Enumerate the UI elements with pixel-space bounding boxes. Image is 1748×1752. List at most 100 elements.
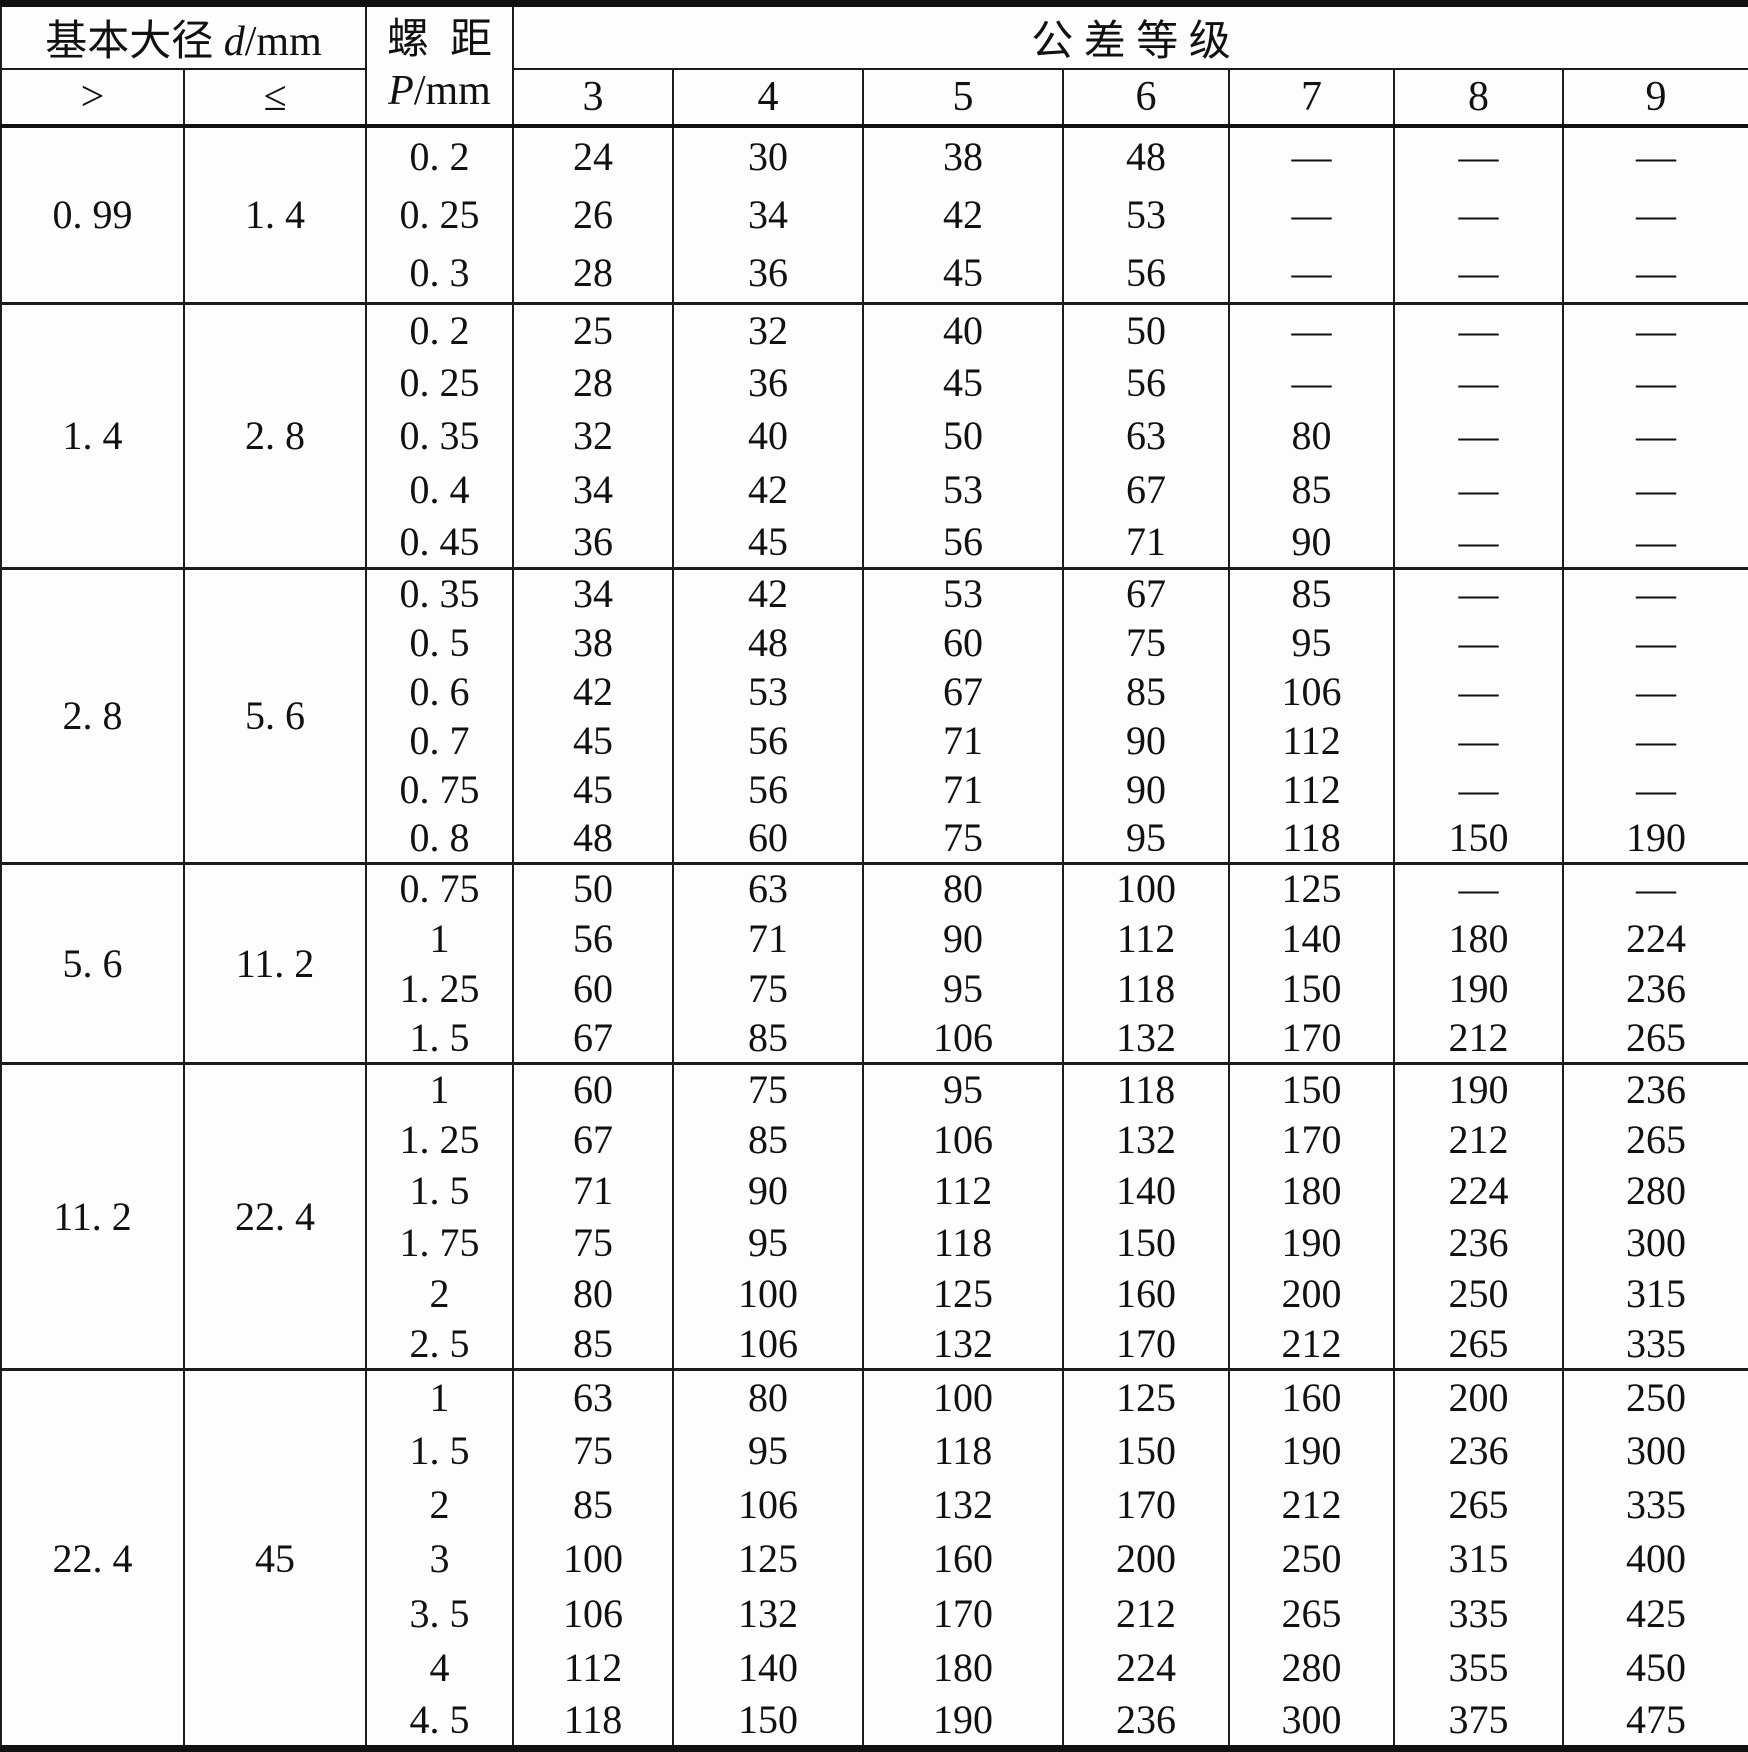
grade-value-cell: 45: [672, 515, 864, 569]
grade-value-cell: 125: [1062, 1368, 1230, 1424]
grade-value-cell: 56: [1062, 244, 1230, 304]
grade-value-cell: 236: [1561, 963, 1748, 1014]
basic-diameter-header: 基本大径 d/mm: [0, 3, 367, 70]
pitch-row: 1. 25 67 85 106 132 170 212 265: [1, 1114, 1748, 1166]
grade-value-cell: —: [1561, 861, 1748, 914]
grade-value-cell: —: [1393, 764, 1564, 814]
grade-value-cell: 28: [512, 356, 674, 410]
pitch-unit: /mm: [413, 67, 491, 114]
grade-value-cell: 50: [512, 861, 674, 914]
grade-value-cell: 36: [512, 515, 674, 569]
grade-value-cell: 170: [1228, 1013, 1395, 1064]
diameter-le-cell: 11. 2: [183, 861, 367, 1064]
grade-value-cell: —: [1393, 567, 1564, 618]
grade-value-cell: 45: [512, 764, 674, 814]
grade-value-cell: 150: [1228, 1061, 1395, 1115]
pitch-symbol: P: [388, 67, 414, 114]
grade-value-cell: 280: [1228, 1640, 1395, 1695]
grade-value-cell: 112: [512, 1640, 674, 1695]
pitch-cell: 1. 5: [365, 1423, 514, 1478]
grade-3-header: 3: [512, 69, 674, 128]
grade-value-cell: 106: [1228, 666, 1395, 716]
grade-value-cell: 95: [672, 1423, 864, 1478]
grade-value-cell: 75: [672, 963, 864, 1014]
diameter-le-cell: 1. 4: [183, 124, 367, 304]
diameter-gt-cell: 11. 2: [0, 1061, 185, 1370]
grade-value-cell: 63: [512, 1368, 674, 1424]
grade-value-cell: 36: [672, 244, 864, 304]
grade-value-cell: 42: [512, 666, 674, 716]
grade-value-cell: 150: [672, 1694, 864, 1749]
grade-value-cell: —: [1393, 244, 1564, 304]
grade-value-cell: 40: [672, 409, 864, 463]
pitch-row: 3. 5 106 132 170 212 265 335 425: [1, 1586, 1748, 1641]
grade-value-cell: 95: [862, 963, 1064, 1014]
grade-value-cell: 71: [862, 715, 1064, 765]
grade-value-cell: 150: [1228, 963, 1395, 1014]
grade-value-cell: 236: [1561, 1061, 1748, 1115]
grade-value-cell: 118: [862, 1216, 1064, 1268]
grade-value-cell: 118: [512, 1694, 674, 1749]
grade-value-cell: 85: [1228, 462, 1395, 516]
grade-value-cell: 212: [1228, 1318, 1395, 1370]
header-row-2: > ≤ 3 4 5 6 7 8 9: [0, 69, 1748, 128]
tolerance-grade-header: 公 差 等 级: [511, 3, 1748, 70]
grade-value-cell: 90: [672, 1165, 864, 1217]
pitch-cell: 0. 6: [365, 666, 514, 716]
grade-value-cell: 425: [1561, 1586, 1748, 1641]
pitch-cell: 1. 75: [365, 1216, 514, 1268]
grade-4-header: 4: [672, 69, 864, 128]
grade-value-cell: 75: [512, 1423, 674, 1478]
grade-value-cell: —: [1228, 301, 1395, 357]
pitch-row: 11. 2 22. 4 1 60 75 95 118 150 190 236: [0, 1061, 1748, 1370]
grade-value-cell: 118: [1062, 1061, 1230, 1115]
diameter-le-cell: 45: [183, 1368, 367, 1749]
grade-value-cell: 118: [1062, 963, 1230, 1014]
grade-value-cell: —: [1393, 666, 1564, 716]
pitch-row: 0. 6 42 53 67 85 106— —: [1, 666, 1748, 716]
pitch-row: 2. 8 5. 6 0. 35 34 42 53 67 85— —: [0, 567, 1748, 863]
pitch-cell: 3. 5: [365, 1586, 514, 1641]
grade-value-cell: 30: [672, 124, 864, 186]
diameter-le-cell: 2. 8: [183, 301, 367, 569]
grade-value-cell: —: [1561, 715, 1748, 765]
grade-value-cell: 118: [1228, 813, 1395, 863]
grade-value-cell: 160: [862, 1531, 1064, 1587]
grade-value-cell: 150: [1062, 1423, 1230, 1478]
pitch-row: 0. 8 48 60 75 95 118 150 190: [1, 813, 1748, 863]
grade-value-cell: 160: [1062, 1267, 1230, 1319]
grade-value-cell: —: [1228, 356, 1395, 410]
grade-value-cell: 53: [862, 567, 1064, 618]
grade-value-cell: —: [1561, 462, 1748, 516]
grade-value-cell: 48: [1062, 124, 1230, 186]
grade-value-cell: 36: [672, 356, 864, 410]
grade-value-cell: 63: [672, 861, 864, 914]
pitch-cell: 0. 3: [365, 244, 514, 304]
grade-value-cell: 67: [1062, 567, 1230, 618]
grade-value-cell: 34: [512, 567, 674, 618]
pitch-row: 1. 4 2. 8 0. 2 25 32 40 50— — —: [0, 301, 1748, 569]
pitch-cell: 0. 5: [365, 617, 514, 667]
grade-value-cell: 112: [862, 1165, 1064, 1217]
grade-value-cell: 250: [1393, 1267, 1564, 1319]
grade-value-cell: —: [1561, 515, 1748, 569]
grade-value-cell: 63: [1062, 409, 1230, 463]
grade-value-cell: 90: [1062, 764, 1230, 814]
pitch-row: 1 56 71 90 112 140 180 224: [1, 913, 1748, 964]
grade-value-cell: 100: [862, 1368, 1064, 1424]
pitch-unit-label: P/mm: [367, 66, 512, 116]
grade-value-cell: 95: [1228, 617, 1395, 667]
grade-value-cell: —: [1393, 515, 1564, 569]
grade-value-cell: 67: [512, 1013, 674, 1064]
diameter-le-cell: 5. 6: [183, 567, 367, 863]
grade-value-cell: 315: [1561, 1267, 1748, 1319]
pitch-cell: 1. 5: [365, 1013, 514, 1064]
diameter-le-cell: 22. 4: [183, 1061, 367, 1370]
grade-value-cell: —: [1228, 244, 1395, 304]
grade-value-cell: 60: [512, 963, 674, 1014]
grade-value-cell: —: [1393, 301, 1564, 357]
grade-value-cell: 180: [1393, 913, 1564, 964]
pitch-row: 22. 4 45 1 63 80 100 125 160 200 250: [0, 1368, 1748, 1749]
pitch-row: 0. 4 34 42 53 67 85— —: [1, 462, 1748, 516]
grade-value-cell: —: [1393, 124, 1564, 186]
